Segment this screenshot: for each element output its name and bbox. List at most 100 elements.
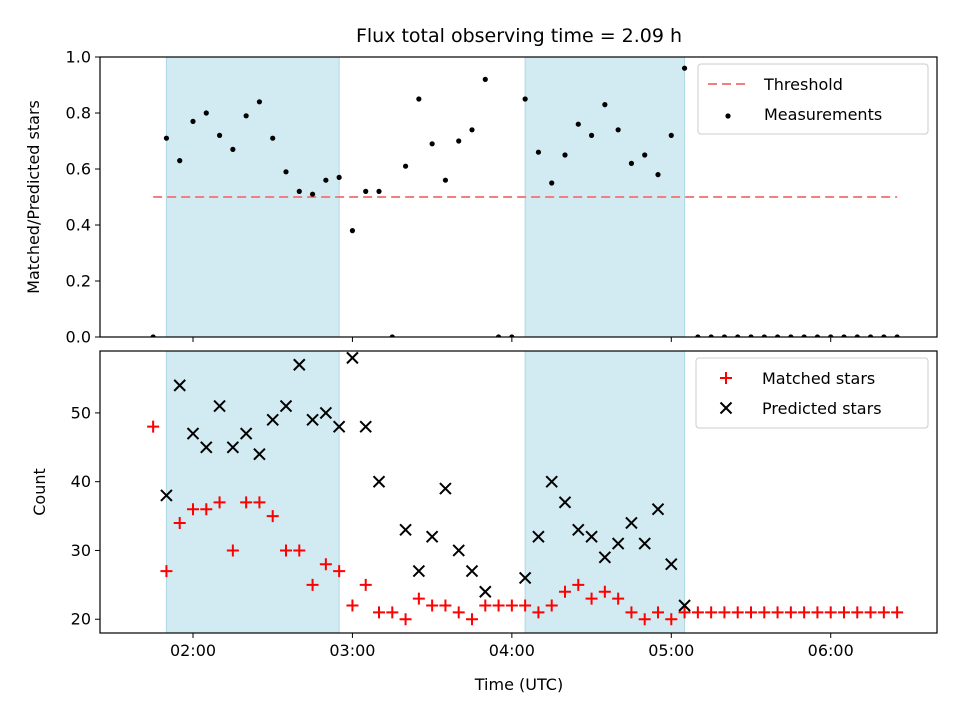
data-point bbox=[745, 606, 757, 619]
data-point bbox=[376, 188, 382, 194]
data-point bbox=[562, 152, 568, 158]
data-point bbox=[652, 606, 664, 619]
data-point bbox=[545, 599, 558, 612]
data-point bbox=[625, 516, 638, 530]
data-point bbox=[243, 113, 249, 119]
xlabel: Time (UTC) bbox=[474, 675, 563, 694]
x-tick-label: 04:00 bbox=[489, 641, 535, 660]
data-point bbox=[456, 138, 462, 144]
legend-box bbox=[697, 63, 929, 135]
data-point bbox=[705, 606, 718, 619]
data-point bbox=[655, 172, 661, 178]
data-point bbox=[389, 334, 395, 337]
data-point bbox=[253, 447, 266, 461]
data-point bbox=[230, 146, 236, 152]
data-point bbox=[266, 510, 279, 523]
data-point bbox=[266, 413, 279, 426]
data-point bbox=[226, 441, 240, 454]
data-point bbox=[283, 169, 289, 175]
data-point bbox=[412, 564, 426, 578]
data-point bbox=[718, 606, 731, 619]
data-point bbox=[651, 502, 665, 516]
data-point bbox=[372, 475, 386, 488]
data-point bbox=[177, 158, 183, 164]
data-point bbox=[336, 174, 342, 180]
data-point bbox=[761, 334, 767, 337]
data-point bbox=[439, 482, 452, 495]
data-point bbox=[801, 334, 807, 337]
data-point bbox=[186, 427, 200, 440]
bottom-panel: 20 30 40 50 02:00 03:00 04:00 05:00 06:00 Matched… bbox=[71, 350, 938, 660]
data-point bbox=[798, 606, 811, 619]
plot-area bbox=[147, 351, 904, 633]
data-point bbox=[877, 606, 890, 619]
y-tick-label: 30 bbox=[71, 541, 91, 560]
data-point bbox=[293, 358, 306, 371]
data-point bbox=[479, 585, 492, 598]
data-point bbox=[518, 571, 532, 585]
data-point bbox=[150, 334, 156, 337]
legend-label: Measurements bbox=[764, 105, 882, 124]
data-point bbox=[549, 180, 555, 186]
data-point bbox=[894, 334, 900, 337]
data-point bbox=[416, 96, 422, 102]
data-point bbox=[239, 427, 253, 440]
data-point bbox=[469, 127, 475, 133]
data-point bbox=[363, 188, 369, 194]
data-point bbox=[558, 496, 572, 509]
data-point bbox=[638, 613, 651, 626]
data-point bbox=[509, 334, 515, 337]
data-point bbox=[828, 334, 834, 337]
data-point bbox=[854, 334, 860, 337]
data-point bbox=[346, 599, 359, 612]
data-point bbox=[505, 599, 518, 612]
data-point bbox=[452, 544, 465, 557]
data-point bbox=[426, 599, 439, 612]
data-point bbox=[200, 441, 213, 454]
x-tick-label: 02:00 bbox=[170, 641, 216, 660]
data-point bbox=[333, 565, 346, 578]
data-point bbox=[532, 606, 545, 619]
data-point bbox=[293, 544, 306, 557]
data-point bbox=[522, 96, 528, 102]
y-tick-label: 0.4 bbox=[66, 216, 91, 235]
data-point bbox=[585, 592, 598, 605]
data-point bbox=[824, 606, 837, 619]
data-point bbox=[625, 606, 638, 619]
data-point bbox=[402, 163, 409, 169]
data-point bbox=[203, 110, 209, 116]
data-point bbox=[585, 530, 598, 543]
data-point bbox=[748, 334, 754, 337]
data-point bbox=[668, 132, 674, 138]
data-point bbox=[572, 523, 585, 537]
legend: Matched stars Predicted stars bbox=[695, 357, 929, 429]
data-point bbox=[638, 537, 651, 550]
axes-frame bbox=[99, 350, 938, 634]
data-point bbox=[399, 523, 412, 537]
data-point bbox=[200, 503, 213, 516]
data-point bbox=[465, 564, 479, 578]
data-point bbox=[628, 160, 635, 166]
data-point bbox=[611, 537, 625, 550]
data-point bbox=[187, 503, 199, 516]
data-point bbox=[216, 132, 223, 138]
data-point bbox=[811, 606, 824, 619]
data-point bbox=[678, 599, 691, 612]
data-point bbox=[695, 334, 701, 337]
data-point bbox=[323, 177, 329, 183]
legend: Threshold Measurements bbox=[697, 63, 929, 135]
data-point bbox=[615, 127, 621, 133]
data-point bbox=[256, 99, 263, 105]
data-point bbox=[758, 606, 771, 619]
legend-label: Predicted stars bbox=[762, 399, 882, 418]
data-point bbox=[306, 413, 319, 426]
data-point bbox=[306, 578, 319, 591]
data-point bbox=[479, 599, 492, 612]
data-point bbox=[665, 558, 678, 571]
legend-marker-matched bbox=[720, 372, 732, 384]
data-point bbox=[492, 599, 505, 612]
legend-marker-predicted bbox=[719, 401, 733, 415]
data-point bbox=[173, 516, 186, 529]
data-point bbox=[881, 334, 887, 337]
data-point bbox=[495, 334, 502, 337]
